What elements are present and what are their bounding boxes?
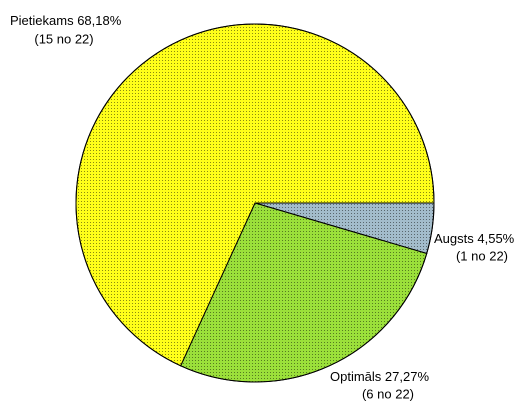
pie bbox=[75, 23, 435, 383]
pie-outline bbox=[75, 23, 435, 383]
value-label: 4,55% bbox=[477, 231, 514, 246]
category-name: Augsts bbox=[434, 231, 474, 246]
category-name: Optimāls bbox=[330, 369, 382, 384]
slice-label: Pietiekams 68,18% bbox=[10, 13, 122, 28]
slice-label: Optimāls 27,27% bbox=[330, 369, 429, 384]
count-label: (1 no 22) bbox=[456, 248, 508, 263]
count-label: (6 no 22) bbox=[362, 386, 414, 401]
labels: Augsts 4,55% (1 no 22) Optimāls 27,27% (6 n… bbox=[10, 13, 515, 401]
category-name: Pietiekams bbox=[10, 13, 74, 28]
slice-label: Augsts 4,55% bbox=[434, 231, 515, 246]
value-label: 68,18% bbox=[77, 13, 122, 28]
value-label: 27,27% bbox=[385, 369, 430, 384]
count-label: (15 no 22) bbox=[34, 31, 93, 46]
